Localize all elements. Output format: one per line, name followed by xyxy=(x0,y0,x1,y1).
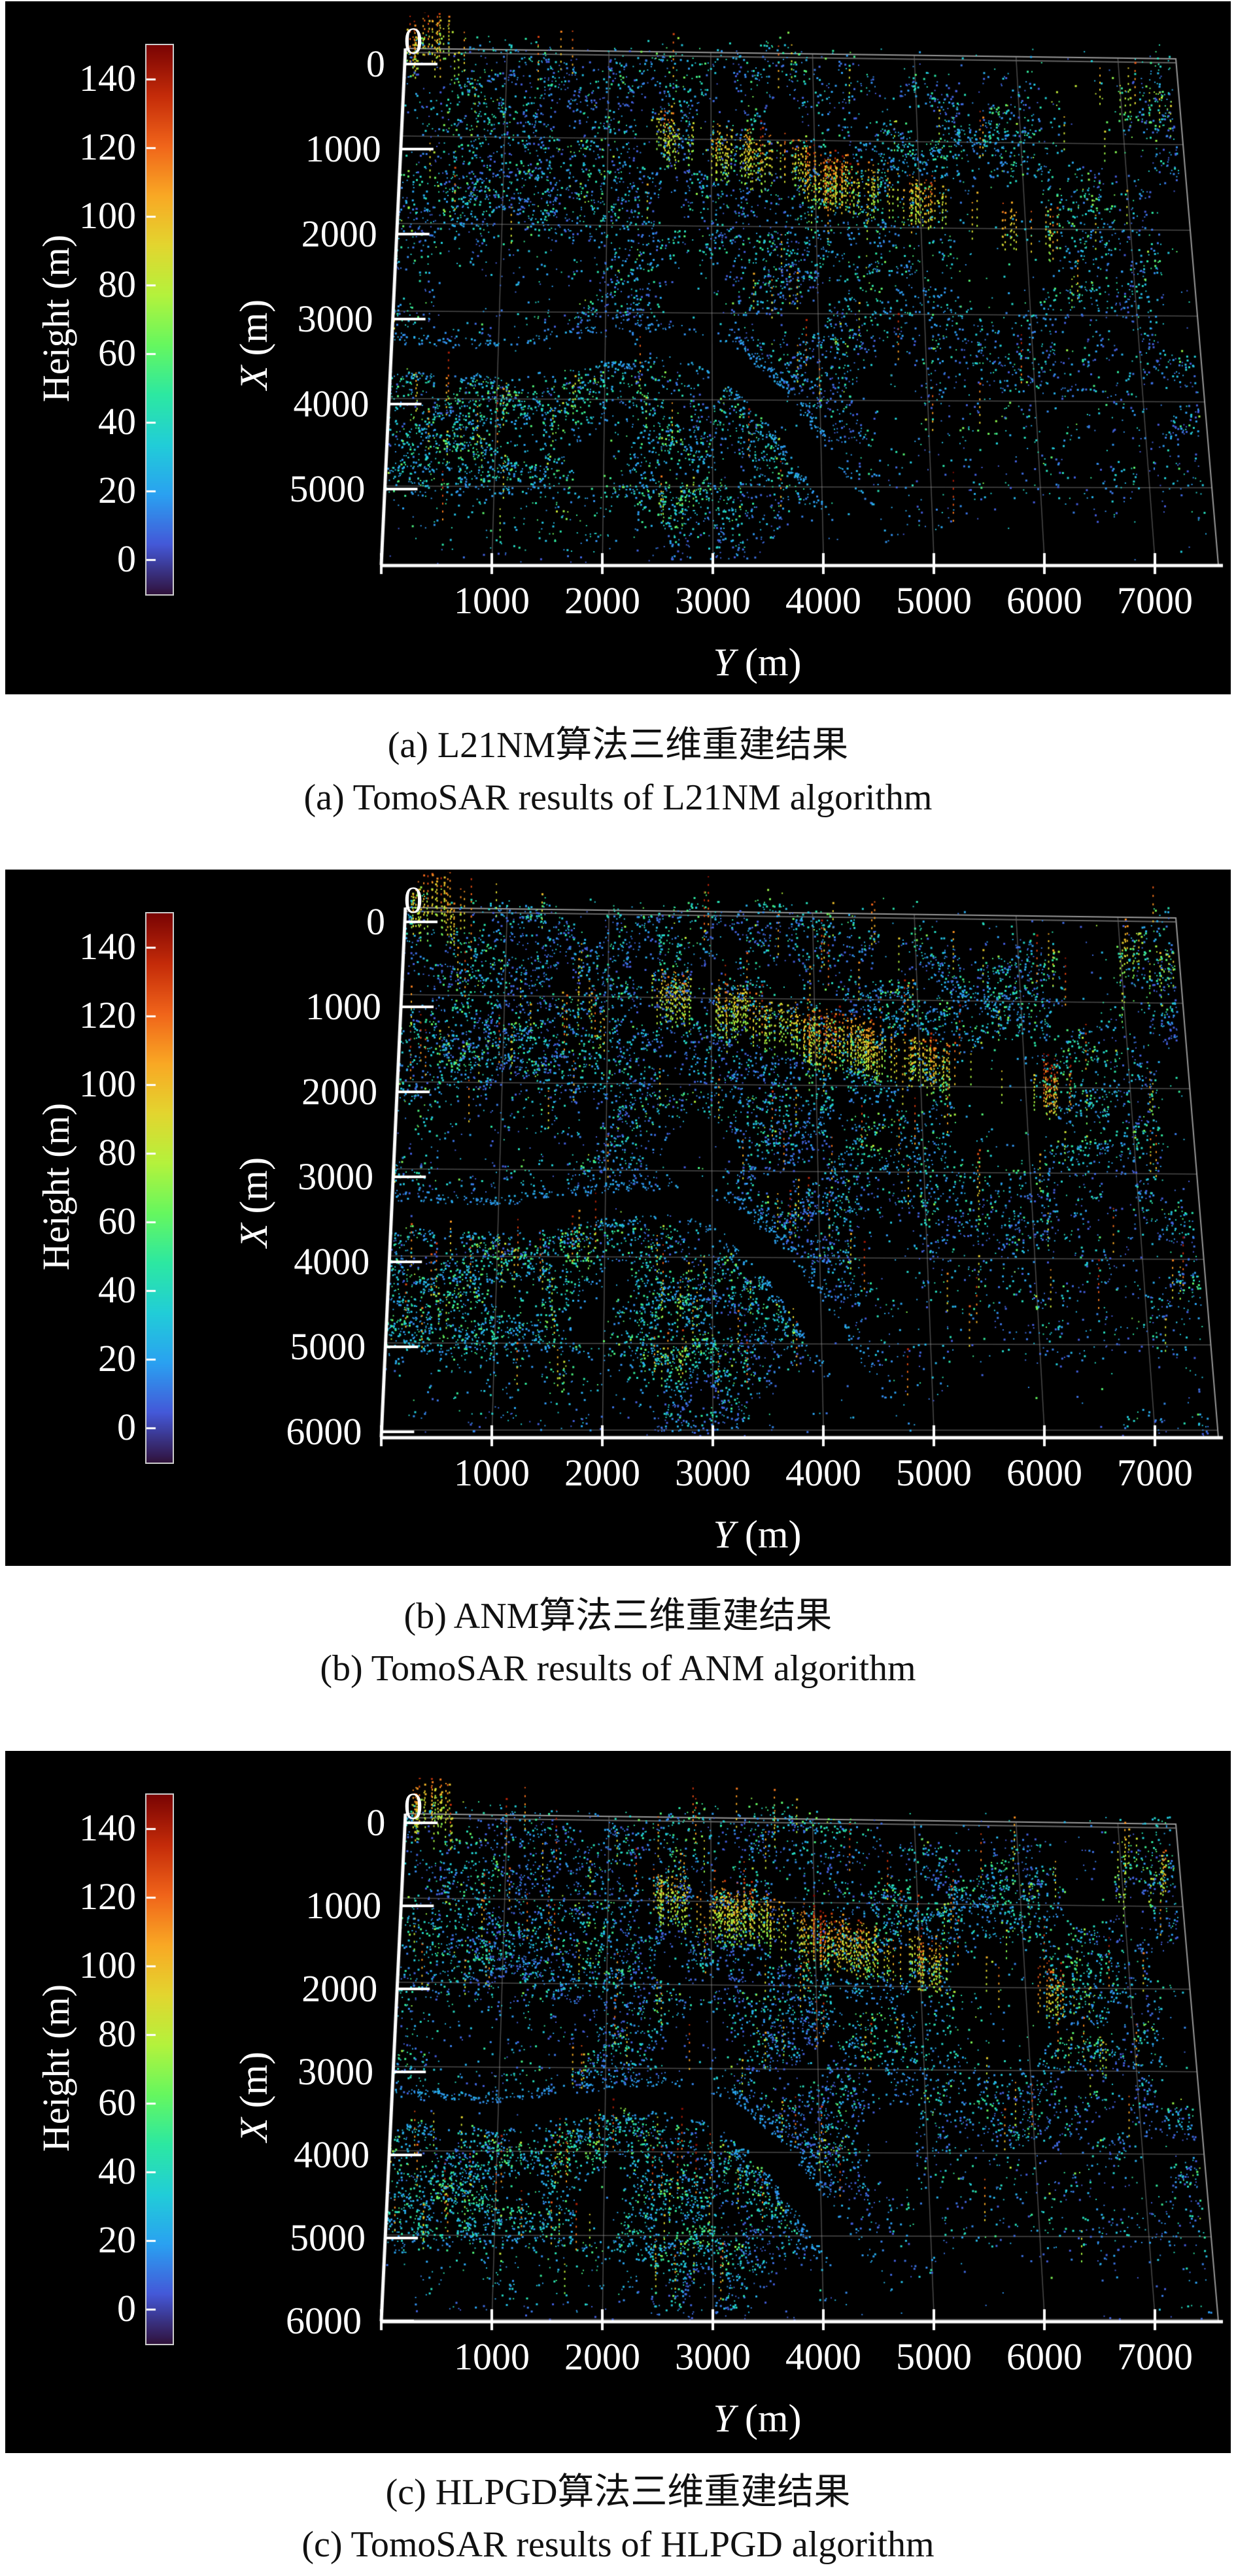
colorbar-tick-label: 20 xyxy=(98,468,136,511)
caption-b: (b) ANM算法三维重建结果 (b) TomoSAR results of A… xyxy=(0,1590,1236,1695)
colorbar-tick-label: 100 xyxy=(79,1943,136,1986)
caption-c: (c) HLPGD算法三维重建结果 (c) TomoSAR results of… xyxy=(0,2466,1236,2571)
y-tick-label: 4000 xyxy=(785,2335,861,2378)
y-tick-label: 3000 xyxy=(675,579,751,622)
y-tick-label: 7000 xyxy=(1117,579,1193,622)
x-tick-label: 1000 xyxy=(305,1884,382,1927)
colorbar-gradient xyxy=(146,1795,173,2344)
x-tick-label: 3000 xyxy=(298,1155,374,1198)
colorbar-gradient xyxy=(146,913,173,1463)
caption-c-english: (c) TomoSAR results of HLPGD algorithm xyxy=(301,2524,935,2565)
colorbar xyxy=(145,1793,174,2345)
x-tick-label: 5000 xyxy=(290,1325,366,1368)
x-tick-label: 0 xyxy=(366,1801,386,1844)
y-origin-label: 0 xyxy=(403,1785,423,1827)
x-tick-label: 2000 xyxy=(301,1967,378,2010)
y-tick-label: 7000 xyxy=(1117,2335,1193,2378)
caption-a-english: (a) TomoSAR results of L21NM algorithm xyxy=(303,777,933,818)
x-axis-label: X (m) xyxy=(232,1157,275,1248)
colorbar xyxy=(145,912,174,1464)
y-tick-label: 3000 xyxy=(675,2335,751,2378)
x-axis-label: X (m) xyxy=(232,299,275,390)
colorbar-tick-label: 100 xyxy=(79,194,136,237)
colorbar-gradient xyxy=(146,45,173,594)
caption-a: (a) L21NM算法三维重建结果 (a) TomoSAR results of… xyxy=(0,719,1236,824)
colorbar-tick-label: 20 xyxy=(98,2218,136,2261)
y-tick-label: 5000 xyxy=(896,579,972,622)
y-tick-label: 4000 xyxy=(785,579,861,622)
y-tick-label: 3000 xyxy=(675,1451,751,1494)
colorbar-tick-label: 60 xyxy=(98,1199,136,1242)
x-tick-label: 4000 xyxy=(294,1240,370,1283)
x-tick-label: 0 xyxy=(366,42,385,85)
y-tick-label: 1000 xyxy=(454,579,530,622)
caption-a-chinese: (a) L21NM算法三维重建结果 xyxy=(387,725,849,766)
y-tick-label: 2000 xyxy=(564,2335,640,2378)
x-tick-label: 5000 xyxy=(290,2216,366,2259)
colorbar-tick-label: 0 xyxy=(117,537,136,580)
caption-b-chinese: (b) ANM算法三维重建结果 xyxy=(403,1596,833,1636)
x-tick-label: 3000 xyxy=(298,2050,374,2093)
x-axis-label: X (m) xyxy=(232,2051,275,2143)
x-tick-label: 2000 xyxy=(301,1070,378,1113)
y-tick-label: 1000 xyxy=(454,2335,530,2378)
y-tick-label: 2000 xyxy=(564,1451,640,1494)
y-tick-label: 6000 xyxy=(1006,1451,1082,1494)
y-tick-label: 4000 xyxy=(785,1451,861,1494)
colorbar-tick-label: 80 xyxy=(98,2012,136,2055)
colorbar-tick-label: 0 xyxy=(117,1405,136,1448)
colorbar-tick-label: 100 xyxy=(79,1062,136,1105)
colorbar-tick-label: 140 xyxy=(79,924,136,968)
caption-c-chinese: (c) HLPGD算法三维重建结果 xyxy=(385,2472,851,2513)
x-tick-label: 6000 xyxy=(286,2299,362,2342)
y-tick-label: 5000 xyxy=(896,1451,972,1494)
y-tick-label: 6000 xyxy=(1006,579,1082,622)
colorbar-tick-label: 120 xyxy=(79,1874,136,1918)
colorbar-tick-label: 40 xyxy=(98,2149,136,2192)
panel-a: 140 120 100 80 60 40 20 0 Height (m) 0 1000 2000 300… xyxy=(5,1,1231,694)
colorbar-tick-label: 60 xyxy=(98,331,136,374)
y-origin-label: 0 xyxy=(403,879,423,921)
y-tick-label: 7000 xyxy=(1117,1451,1193,1494)
colorbar-tick-label: 20 xyxy=(98,1336,136,1380)
colorbar-tick-label: 0 xyxy=(117,2286,136,2330)
y-tick-label: 2000 xyxy=(564,579,640,622)
colorbar-tick-label: 40 xyxy=(98,399,136,443)
x-tick-label: 0 xyxy=(366,900,385,943)
y-axis-label: Y (m) xyxy=(713,1513,802,1556)
colorbar xyxy=(145,44,174,596)
x-tick-label: 6000 xyxy=(286,1410,362,1453)
colorbar-tick-label: 140 xyxy=(79,56,136,99)
colorbar-tick-label: 80 xyxy=(98,1130,136,1174)
colorbar-tick-label: 140 xyxy=(79,1806,136,1849)
y-tick-label: 5000 xyxy=(896,2335,972,2378)
x-tick-label: 3000 xyxy=(297,297,373,340)
panel-c-scatter-canvas xyxy=(5,1751,1231,2453)
x-tick-label: 4000 xyxy=(293,382,369,425)
x-tick-label: 5000 xyxy=(289,467,366,510)
y-tick-label: 1000 xyxy=(454,1451,530,1494)
y-axis-label: Y (m) xyxy=(713,2397,802,2440)
colorbar-tick-label: 80 xyxy=(98,262,136,305)
y-tick-label: 6000 xyxy=(1006,2335,1082,2378)
x-tick-label: 1000 xyxy=(305,127,381,170)
y-origin-label: 0 xyxy=(403,20,423,62)
panel-b: 140 120 100 80 60 40 20 0 Height (m) 0 1000 2000 300… xyxy=(5,870,1231,1566)
x-tick-label: 1000 xyxy=(305,985,382,1028)
panel-a-scatter-canvas xyxy=(5,1,1231,694)
colorbar-tick-label: 120 xyxy=(79,993,136,1036)
y-axis-label: Y (m) xyxy=(713,641,802,684)
panel-c: 140 120 100 80 60 40 20 0 Height (m) 0 1000 2000 300… xyxy=(5,1751,1231,2453)
colorbar-tick-label: 40 xyxy=(98,1268,136,1311)
x-tick-label: 4000 xyxy=(294,2133,370,2176)
x-tick-label: 2000 xyxy=(301,212,377,255)
panel-b-scatter-canvas xyxy=(5,870,1231,1566)
caption-b-english: (b) TomoSAR results of ANM algorithm xyxy=(320,1648,916,1689)
colorbar-tick-label: 60 xyxy=(98,2080,136,2124)
colorbar-tick-label: 120 xyxy=(79,125,136,168)
